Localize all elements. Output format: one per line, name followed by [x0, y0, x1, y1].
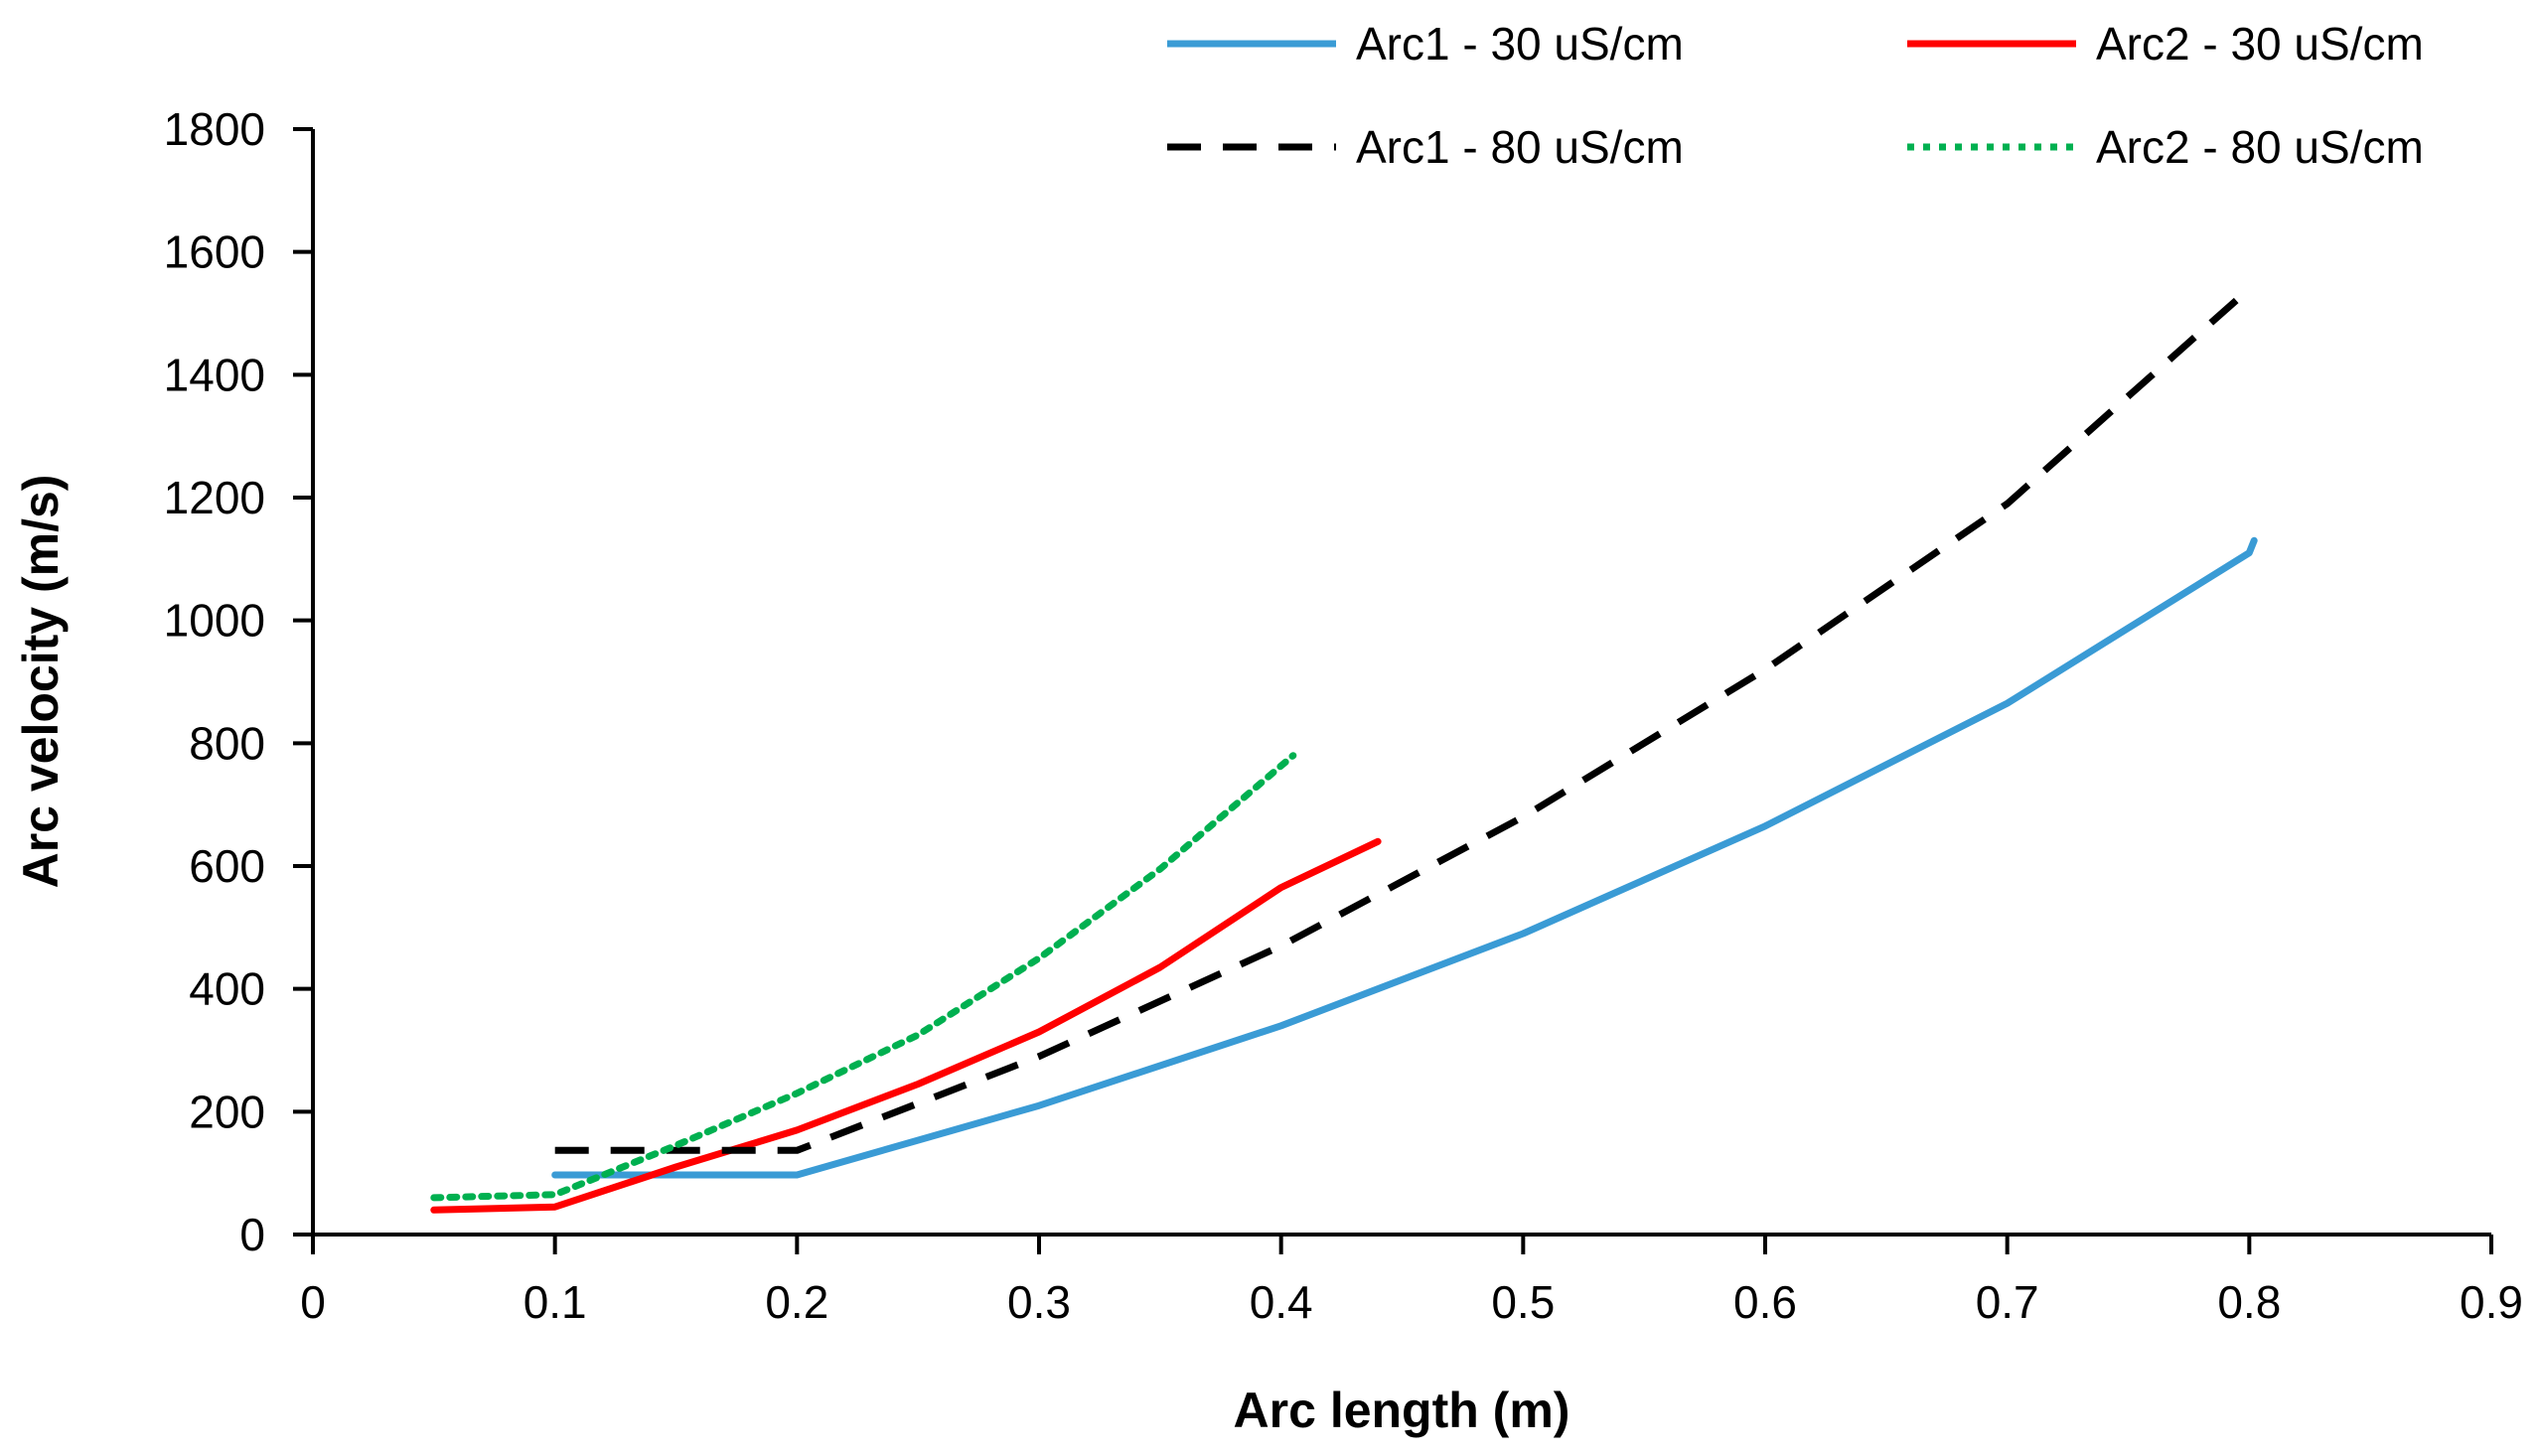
x-tick-label: 0.9	[2460, 1276, 2523, 1328]
y-tick-label: 800	[189, 717, 265, 769]
legend-label-4: Arc2 - 80 uS/cm	[2096, 121, 2424, 173]
x-tick-label: 0.8	[2217, 1276, 2281, 1328]
series-line-2	[430, 837, 1382, 1214]
series-lines	[430, 286, 2258, 1214]
x-tick-label: 0.4	[1250, 1276, 1313, 1328]
x-tick-label: 0.3	[1007, 1276, 1071, 1328]
legend-label-1: Arc1 - 30 uS/cm	[1356, 18, 1684, 70]
legend: Arc1 - 30 uS/cm Arc2 - 30 uS/cm Arc1 - 80 …	[1167, 18, 2424, 173]
y-tick-label: 1600	[164, 226, 265, 278]
y-axis-title: Arc velocity (m/s)	[13, 475, 69, 889]
x-tick-label: 0.5	[1491, 1276, 1555, 1328]
x-tick-label: 0.2	[765, 1276, 828, 1328]
axes	[311, 129, 2491, 1237]
x-tick-label: 0	[300, 1276, 326, 1328]
ticks: 0 0.1 0.2 0.3 0.4 0.5 0.6 0.7 0.8 0.9 0 200 400 600 80…	[164, 103, 2523, 1328]
y-tick-label: 1200	[164, 472, 265, 523]
y-tick-label: 600	[189, 840, 265, 892]
y-tick-label: 0	[239, 1209, 265, 1260]
series-line-1	[551, 536, 2258, 1179]
y-tick-label: 200	[189, 1086, 265, 1137]
legend-label-3: Arc1 - 80 uS/cm	[1356, 121, 1684, 173]
y-tick-label: 1800	[164, 103, 265, 155]
x-axis-title: Arc length (m)	[1234, 1383, 1570, 1438]
x-tick-label: 0.1	[523, 1276, 587, 1328]
x-tick-label: 0.7	[1976, 1276, 2039, 1328]
y-tick-label: 400	[189, 963, 265, 1015]
y-tick-label: 1000	[164, 595, 265, 647]
y-tick-label: 1400	[164, 349, 265, 400]
x-tick-label: 0.6	[1733, 1276, 1797, 1328]
legend-label-2: Arc2 - 30 uS/cm	[2096, 18, 2424, 70]
series-line-4	[430, 752, 1297, 1202]
series-line-3	[554, 286, 2252, 1154]
